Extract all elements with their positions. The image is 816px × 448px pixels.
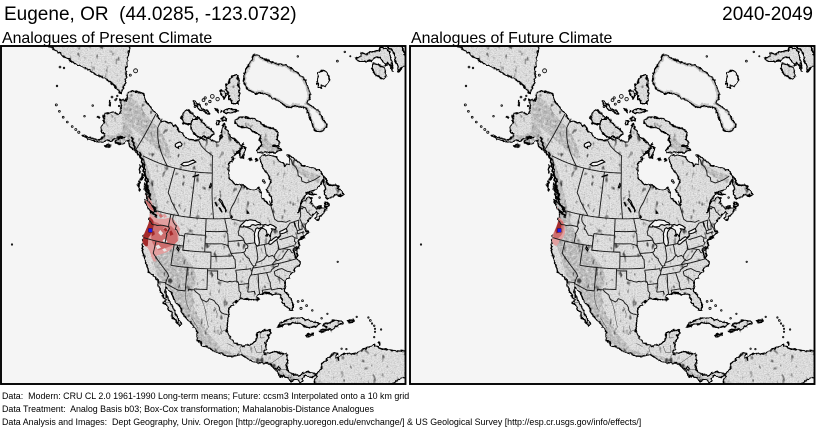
svg-text:Data: Modern: CRU CL 2.0 1961: Data: Modern: CRU CL 2.0 1961-1990 Long-… (2, 391, 409, 401)
svg-text:Eugene, OR (44.0285, -123.073: Eugene, OR (44.0285, -123.0732) (4, 4, 297, 25)
svg-text:Data Treatment: Analog Basis: Data Treatment: Analog Basis b03; Box-Co… (2, 404, 375, 414)
svg-text:Analogues of Present Climate: Analogues of Present Climate (2, 30, 212, 47)
svg-text:2040-2049: 2040-2049 (722, 4, 813, 25)
svg-text:Data Analysis and Images: Dep: Data Analysis and Images: Dept Geography… (2, 417, 641, 427)
svg-text:Analogues of Future Climate: Analogues of Future Climate (411, 30, 613, 47)
